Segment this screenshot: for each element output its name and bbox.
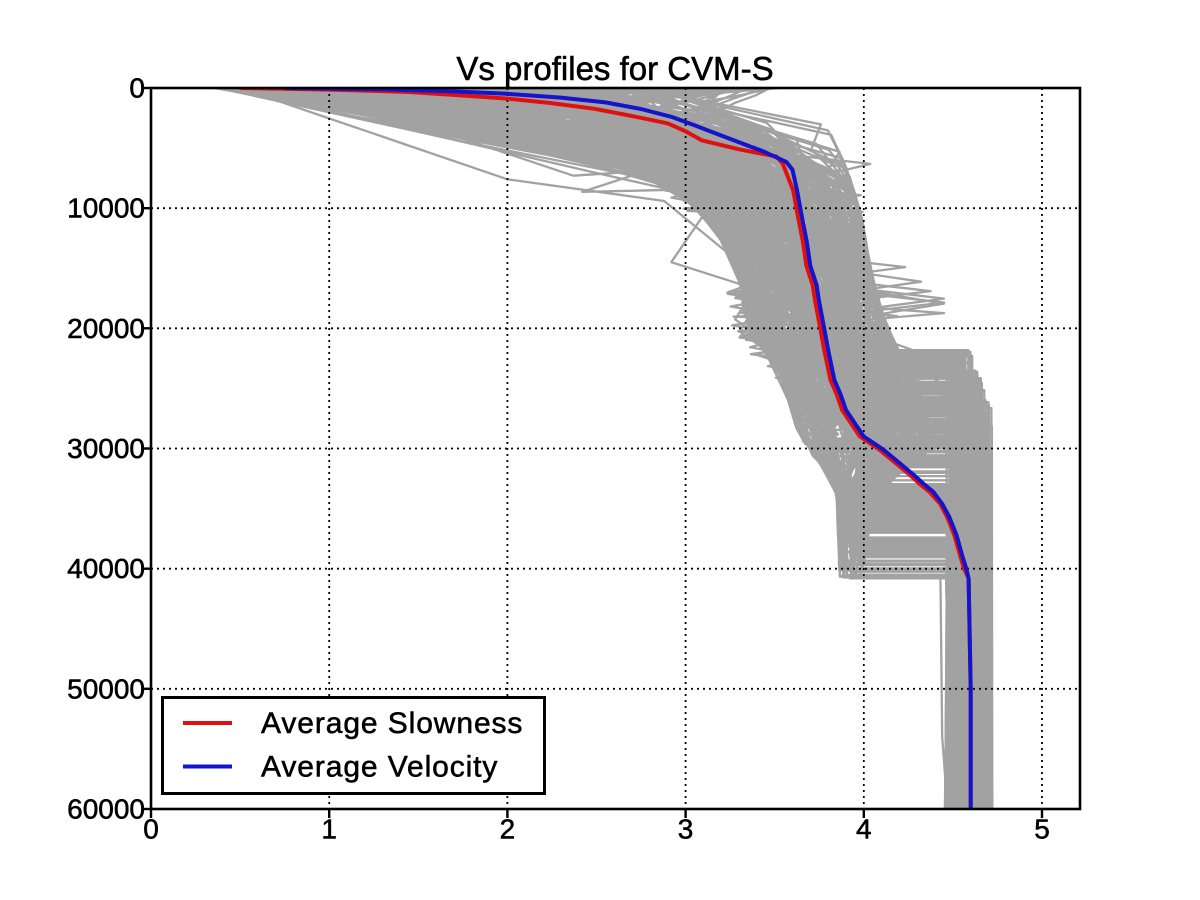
svg-text:4: 4 xyxy=(856,814,872,845)
svg-text:0: 0 xyxy=(129,73,145,104)
svg-text:1: 1 xyxy=(321,814,337,845)
svg-text:2: 2 xyxy=(500,814,516,845)
svg-text:3: 3 xyxy=(678,814,694,845)
svg-text:5: 5 xyxy=(1034,814,1050,845)
svg-text:30000: 30000 xyxy=(67,433,145,464)
svg-text:50000: 50000 xyxy=(67,673,145,704)
svg-text:Average Slowness: Average Slowness xyxy=(261,707,523,740)
svg-text:Average Velocity: Average Velocity xyxy=(261,751,498,784)
svg-text:Vs profiles for CVM-S: Vs profiles for CVM-S xyxy=(456,50,773,87)
svg-text:60000: 60000 xyxy=(67,794,145,825)
svg-text:10000: 10000 xyxy=(67,193,145,224)
svg-text:0: 0 xyxy=(143,814,159,845)
svg-text:20000: 20000 xyxy=(67,313,145,344)
svg-text:40000: 40000 xyxy=(67,553,145,584)
